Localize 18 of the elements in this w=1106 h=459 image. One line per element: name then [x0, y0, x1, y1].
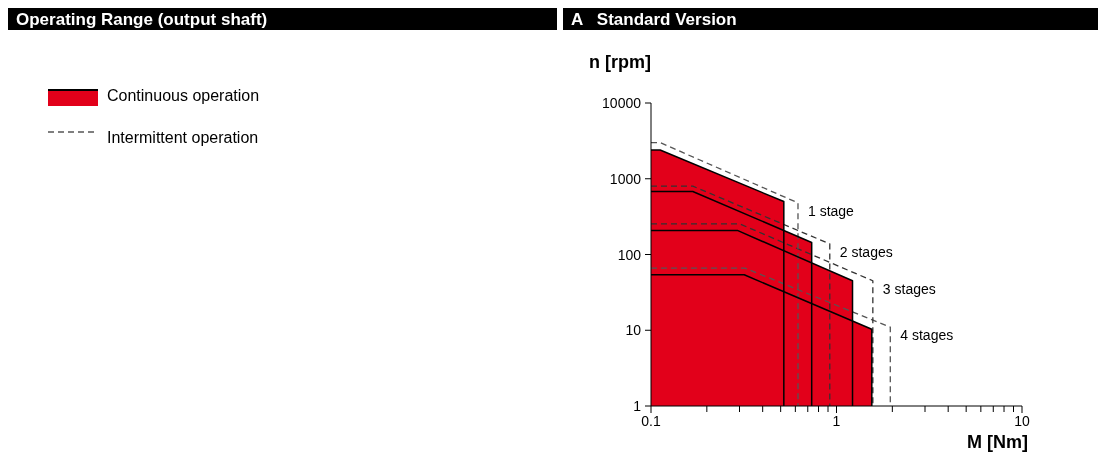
annotation: 3 stages [882, 280, 936, 297]
x-tick-label: 0.1 [641, 413, 661, 429]
chart-subtitle: A Standard Version [571, 10, 737, 29]
legend-label: Continuous operation [107, 87, 260, 104]
annotation: 2 stages [839, 243, 893, 260]
y-tick-label: 1 [633, 398, 642, 414]
y-axis-title: n [rpm] [589, 52, 651, 72]
annotation: 4 stages [900, 327, 954, 344]
text: Operating Range (output shaft) [16, 10, 268, 29]
x-tick-label: 10 [1014, 413, 1030, 429]
x-axis-title: M [Nm] [967, 432, 1028, 452]
annotation: 1 stage [807, 202, 855, 219]
x-tick-label: 1 [832, 413, 841, 429]
y-tick-label: 100 [617, 246, 642, 263]
y-tick-label: 10 [625, 322, 642, 339]
y-tick-label: 1000 [609, 170, 642, 187]
legend-label: Intermittent operation [107, 129, 259, 146]
y-tick-label: 10000 [602, 95, 642, 111]
